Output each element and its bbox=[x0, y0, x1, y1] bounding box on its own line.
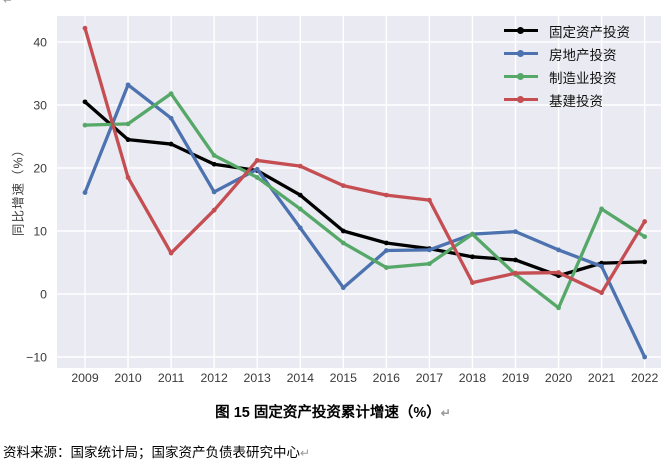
series-marker-1 bbox=[383, 248, 389, 253]
y-axis-label: 同比增速（%） bbox=[11, 142, 26, 237]
series-marker-3 bbox=[125, 175, 131, 180]
legend-item-real-estate-investment: 房地产投资 bbox=[504, 42, 630, 65]
x-tick-label: 2015 bbox=[330, 371, 358, 385]
series-marker-2 bbox=[82, 122, 88, 128]
series-marker-2 bbox=[168, 91, 174, 97]
paragraph-mark: ↵ bbox=[300, 446, 311, 460]
paragraph-mark: ↵ bbox=[440, 406, 451, 420]
series-marker-2 bbox=[340, 240, 346, 246]
series-marker-3 bbox=[82, 25, 88, 31]
series-marker-1 bbox=[599, 263, 604, 269]
series-marker-1 bbox=[254, 166, 260, 172]
x-tick-label: 2010 bbox=[114, 371, 142, 385]
legend-line-swatch bbox=[504, 95, 538, 103]
series-marker-1 bbox=[168, 115, 174, 121]
series-marker-2 bbox=[642, 234, 648, 240]
series-marker-3 bbox=[556, 270, 561, 275]
figure-caption: 图 15 固定资产投资累计增速（%）↵ bbox=[215, 405, 451, 421]
series-marker-0 bbox=[125, 137, 131, 143]
x-tick-label: 2016 bbox=[373, 371, 401, 385]
series-marker-3 bbox=[470, 280, 475, 286]
series-marker-0 bbox=[168, 141, 174, 147]
series-marker-2 bbox=[556, 305, 561, 311]
series-marker-3 bbox=[340, 183, 346, 189]
y-tick-label: 0 bbox=[40, 287, 47, 301]
legend-item-fixed-asset-investment: 固定资产投资 bbox=[504, 19, 630, 42]
x-tick-label: 2013 bbox=[244, 371, 272, 385]
series-marker-3 bbox=[297, 163, 303, 169]
series-marker-2 bbox=[125, 121, 131, 127]
series-marker-0 bbox=[297, 192, 303, 198]
series-marker-1 bbox=[125, 82, 131, 88]
series-marker-1 bbox=[513, 229, 518, 235]
series-line-3 bbox=[83, 26, 647, 295]
x-tick-label: 2021 bbox=[588, 371, 616, 385]
series-line-2 bbox=[83, 92, 647, 310]
legend-label: 制造业投资 bbox=[549, 70, 617, 86]
legend-line-swatch bbox=[504, 49, 538, 57]
y-tick-label: 40 bbox=[33, 35, 47, 49]
series-marker-1 bbox=[427, 247, 432, 253]
series-marker-0 bbox=[340, 228, 346, 234]
legend-marker-dot bbox=[517, 49, 524, 57]
chart-legend: 固定资产投资 房地产投资 制造业投资 基建投资 bbox=[504, 19, 630, 111]
series-marker-3 bbox=[383, 192, 389, 198]
x-tick-label: 2014 bbox=[287, 371, 315, 385]
legend-line-swatch bbox=[504, 26, 538, 34]
series-marker-1 bbox=[211, 189, 217, 195]
series-marker-1 bbox=[642, 354, 648, 360]
y-tick-label: 10 bbox=[33, 224, 47, 238]
x-tick-label: 2018 bbox=[459, 371, 487, 385]
legend-item-manufacturing-investment: 制造业投资 bbox=[504, 65, 630, 88]
legend-line-swatch bbox=[504, 72, 538, 80]
x-tick-label: 2011 bbox=[158, 371, 185, 385]
series-marker-1 bbox=[556, 247, 561, 253]
series-marker-0 bbox=[383, 240, 389, 246]
y-tick-label: 20 bbox=[33, 161, 47, 175]
x-tick-label: 2017 bbox=[416, 371, 444, 385]
legend-marker-dot bbox=[517, 26, 524, 34]
series-marker-3 bbox=[642, 219, 648, 224]
x-tick-label: 2019 bbox=[502, 371, 530, 385]
series-marker-2 bbox=[383, 265, 389, 270]
series-marker-2 bbox=[254, 175, 260, 180]
series-marker-0 bbox=[82, 99, 88, 105]
y-tick-label: −10 bbox=[26, 350, 47, 364]
series-marker-0 bbox=[642, 259, 648, 265]
series-marker-3 bbox=[513, 270, 518, 276]
series-marker-1 bbox=[297, 225, 303, 231]
x-tick-label: 2022 bbox=[631, 371, 659, 385]
series-marker-0 bbox=[513, 257, 518, 263]
chart-canvas: 2009 2010 2011 2012 2013 2014 2015 2016 2017 2018… bbox=[26, 16, 661, 385]
series-marker-3 bbox=[168, 250, 174, 256]
series-marker-0 bbox=[470, 254, 475, 260]
series-marker-3 bbox=[254, 158, 260, 163]
legend-label: 基建投资 bbox=[549, 93, 603, 109]
legend-marker-dot bbox=[517, 72, 524, 80]
legend-label: 房地产投资 bbox=[549, 47, 617, 63]
y-tick-label: 30 bbox=[33, 98, 47, 112]
series-marker-2 bbox=[211, 153, 217, 158]
legend-marker-dot bbox=[517, 95, 524, 103]
series-marker-2 bbox=[297, 206, 303, 212]
series-marker-3 bbox=[427, 197, 432, 203]
series-marker-3 bbox=[599, 290, 604, 296]
series-marker-2 bbox=[427, 261, 432, 267]
series-marker-3 bbox=[211, 207, 217, 213]
series-marker-2 bbox=[470, 231, 475, 237]
series-marker-1 bbox=[340, 285, 346, 291]
series-marker-2 bbox=[599, 206, 604, 212]
paragraph-mark: ↵ bbox=[3, 0, 14, 7]
series-line-1 bbox=[83, 83, 647, 359]
series-marker-0 bbox=[211, 161, 217, 167]
x-tick-label: 2020 bbox=[545, 371, 573, 385]
legend-item-infrastructure-investment: 基建投资 bbox=[504, 88, 630, 111]
series-marker-1 bbox=[82, 190, 88, 195]
x-tick-label: 2012 bbox=[200, 371, 228, 385]
x-tick-label: 2009 bbox=[71, 371, 99, 385]
source-note: 资料来源：国家统计局；国家资产负债表研究中心↵ bbox=[3, 445, 311, 460]
legend-label: 固定资产投资 bbox=[549, 24, 630, 40]
